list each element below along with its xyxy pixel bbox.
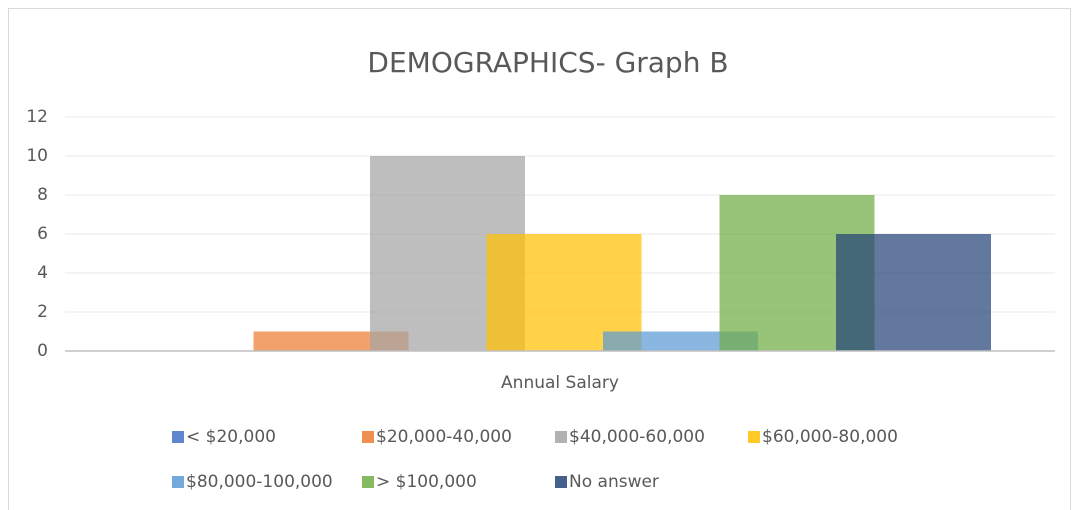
y-tick-label: 10: [26, 146, 48, 166]
bar: [603, 331, 758, 351]
y-tick-label: 4: [37, 263, 48, 283]
legend-swatch: [362, 431, 374, 443]
y-tick-label: 2: [37, 302, 48, 322]
legend-swatch: [172, 476, 184, 488]
legend-swatch: [555, 476, 567, 488]
legend-label: No answer: [569, 472, 659, 492]
legend-label: $60,000-80,000: [762, 427, 898, 447]
legend-label: $80,000-100,000: [186, 472, 333, 492]
legend-label: < $20,000: [186, 427, 276, 447]
y-tick-label: 0: [37, 341, 48, 361]
legend-label: $40,000-60,000: [569, 427, 705, 447]
bar: [836, 234, 991, 351]
legend-label: $20,000-40,000: [376, 427, 512, 447]
legend-swatch: [748, 431, 760, 443]
y-tick-label: 8: [37, 185, 48, 205]
y-tick-label: 12: [26, 107, 48, 127]
legend-label: > $100,000: [376, 472, 477, 492]
legend-swatch: [555, 431, 567, 443]
chart-title: DEMOGRAPHICS- Graph B: [367, 46, 728, 79]
legend-swatch: [172, 431, 184, 443]
legend-swatch: [362, 476, 374, 488]
y-tick-label: 6: [37, 224, 48, 244]
bar: [253, 331, 409, 351]
x-tick-label: Annual Salary: [501, 373, 619, 393]
